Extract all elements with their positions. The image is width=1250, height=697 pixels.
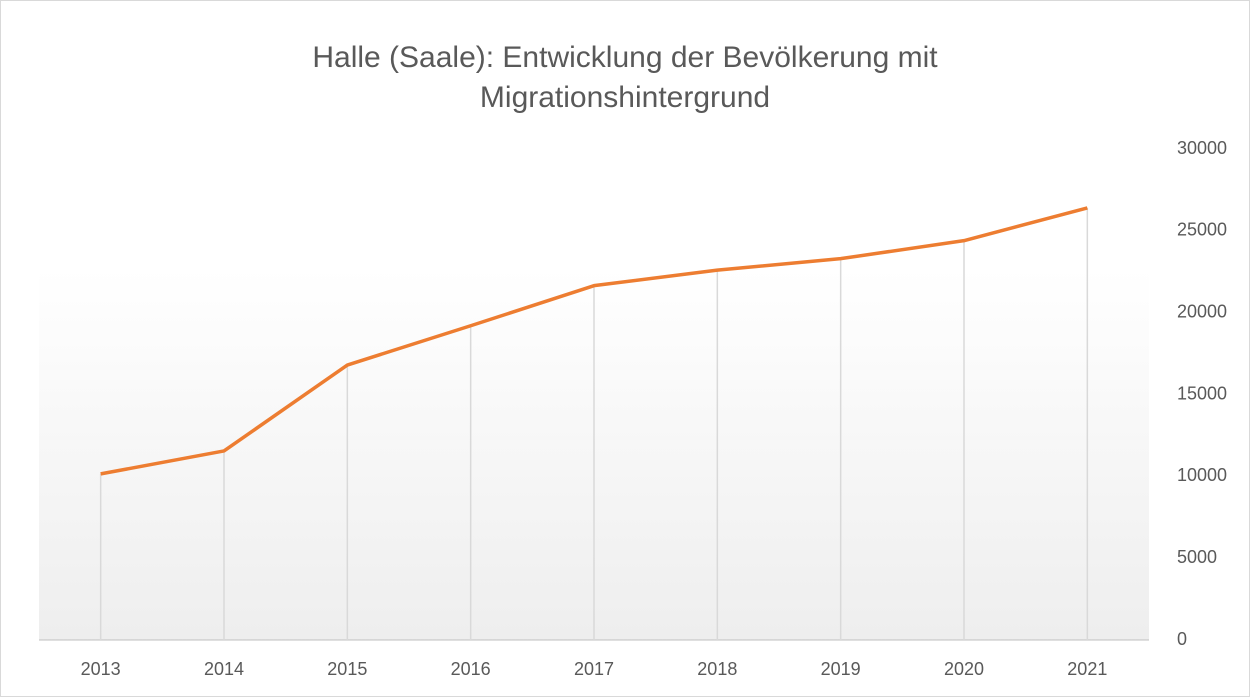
x-tick-label: 2016 <box>451 659 491 679</box>
line-series <box>100 206 1088 476</box>
x-tick-label: 2013 <box>81 659 121 679</box>
x-tick-label: 2015 <box>327 659 367 679</box>
x-tick-label: 2017 <box>574 659 614 679</box>
y-tick-label: 10000 <box>1177 465 1227 485</box>
x-tick-label: 2018 <box>697 659 737 679</box>
y-tick-label: 25000 <box>1177 220 1227 240</box>
y-tick-label: 15000 <box>1177 383 1227 403</box>
y-tick-label: 30000 <box>1177 138 1227 158</box>
x-tick-label: 2021 <box>1067 659 1107 679</box>
y-tick-label: 20000 <box>1177 301 1227 321</box>
x-tick-label: 2020 <box>944 659 984 679</box>
x-tick-label: 2014 <box>204 659 244 679</box>
y-tick-label: 0 <box>1177 629 1187 649</box>
x-tick-label: 2019 <box>821 659 861 679</box>
chart-title: Halle (Saale): Entwicklung der Bevölkeru… <box>312 41 938 114</box>
y-tick-label: 5000 <box>1177 547 1217 567</box>
